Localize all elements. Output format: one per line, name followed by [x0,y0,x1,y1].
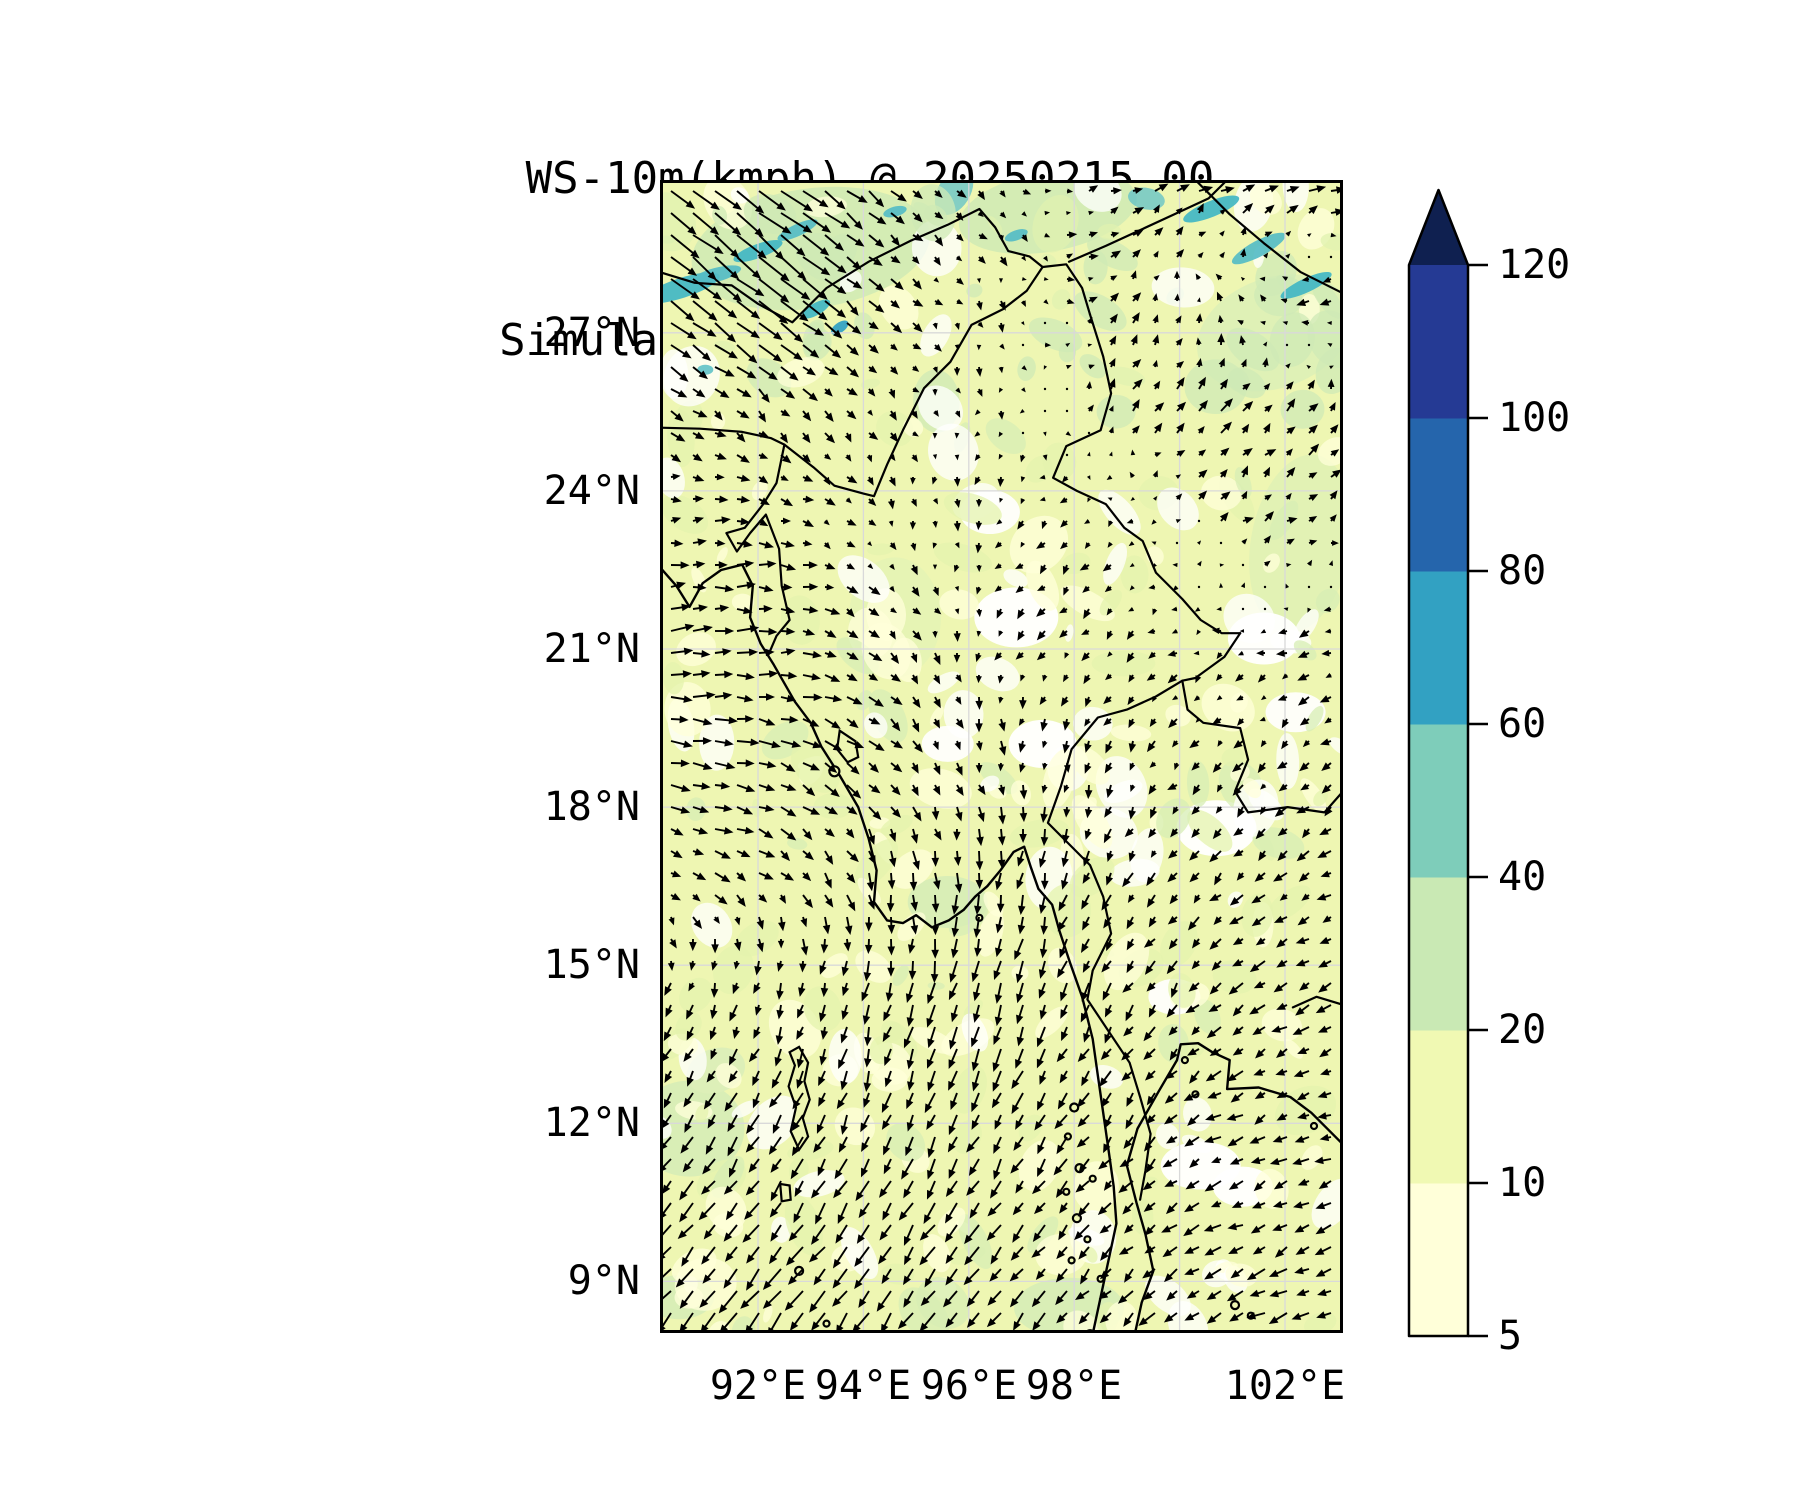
colorbar-tick-label: 60 [1498,701,1547,747]
x-tick-label: 94°E [814,1363,912,1409]
wind-quiver-layer [660,183,1343,1333]
colorbar-outline [1407,188,1470,1338]
y-tick-label: 9°N [567,1258,640,1304]
colorbar-tick-label: 80 [1498,548,1547,594]
y-tick-label: 21°N [543,626,640,672]
x-tick-label: 98°E [1025,1363,1123,1409]
colorbar-tick-label: 120 [1498,242,1571,288]
x-tick-label: 102°E [1224,1363,1346,1409]
colorbar [1407,188,1488,1338]
map-canvas [660,180,1343,1333]
y-tick-label: 18°N [543,784,640,830]
colorbar-segments [1409,265,1468,1337]
x-tick-label: 92°E [709,1363,807,1409]
y-tick-label: 24°N [543,468,640,514]
colorbar-over-arrow [1409,190,1468,265]
x-tick-label: 96°E [920,1363,1018,1409]
y-tick-label: 12°N [543,1100,640,1146]
colorbar-tick-label: 10 [1498,1160,1547,1206]
shading-layer [660,180,1343,1333]
map-frame [660,180,1343,1333]
y-tick-label: 27°N [543,310,640,356]
colorbar-tick-label: 5 [1498,1313,1523,1359]
colorbar-ticks [1468,263,1488,1338]
y-tick-label: 15°N [543,942,640,988]
colorbar-tick-label: 100 [1498,395,1571,441]
colorbar-tick-label: 40 [1498,854,1547,900]
colorbar-tick-label: 20 [1498,1007,1547,1053]
